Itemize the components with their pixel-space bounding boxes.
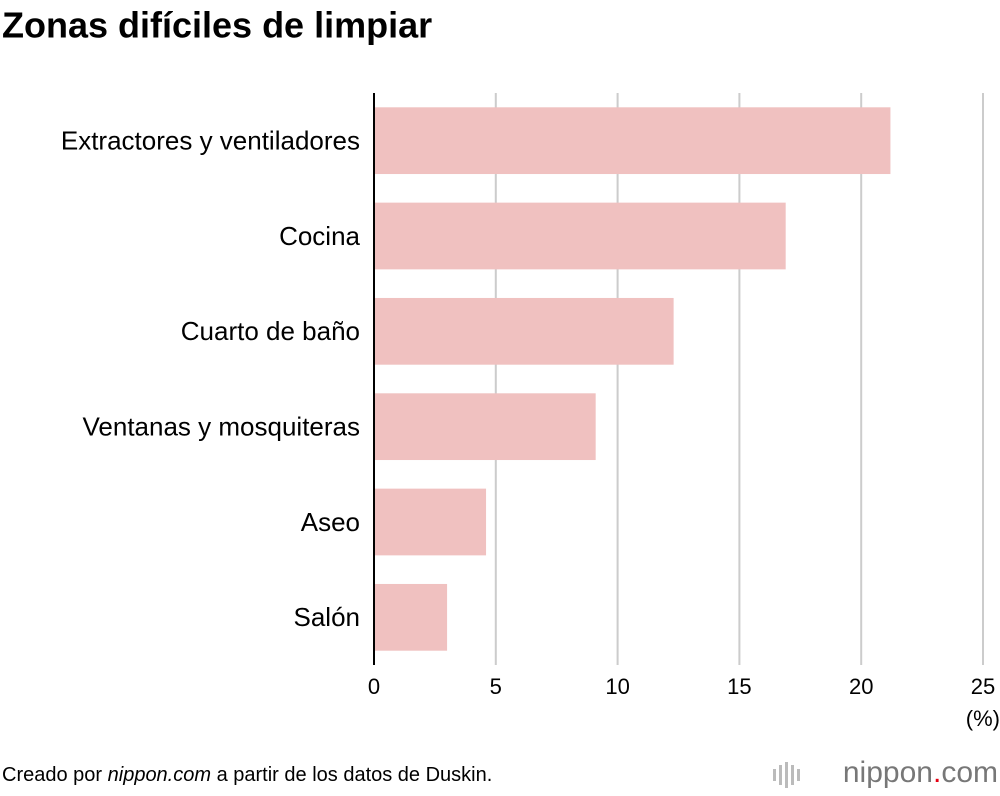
logo-text: nippon <box>843 756 933 789</box>
y-tick-label: Aseo <box>301 507 360 537</box>
bar <box>374 297 674 365</box>
x-tick-label: 15 <box>727 674 751 699</box>
logo-mark <box>773 762 800 788</box>
y-tick-label: Extractores y ventiladores <box>61 126 360 156</box>
source-text: a partir de los datos de Duskin. <box>211 764 492 786</box>
source-note: Creado por nippon.com a partir de los da… <box>2 764 492 786</box>
logo: nippon.com <box>843 756 998 789</box>
chart-title: Zonas difíciles de limpiar <box>2 5 432 46</box>
source-text: Creado por <box>2 764 108 786</box>
x-tick-label: 5 <box>490 674 502 699</box>
x-tick-label: 20 <box>849 674 873 699</box>
x-tick-label: 25 <box>971 674 995 699</box>
y-tick-label: Cocina <box>279 221 360 251</box>
bar <box>374 393 596 461</box>
bar <box>374 107 891 175</box>
x-axis-label: (%) <box>966 706 1000 731</box>
bar <box>374 488 487 556</box>
y-tick-label: Salón <box>294 602 361 632</box>
y-tick-label: Cuarto de baño <box>181 316 360 346</box>
bar <box>374 202 786 270</box>
y-tick-label: Ventanas y mosquiteras <box>83 412 361 442</box>
x-tick-label: 0 <box>368 674 380 699</box>
x-tick-label: 10 <box>605 674 629 699</box>
source-text: nippon.com <box>108 764 211 786</box>
logo-dot: . <box>933 756 941 789</box>
logo-text: com <box>941 756 998 789</box>
bar <box>374 583 448 651</box>
